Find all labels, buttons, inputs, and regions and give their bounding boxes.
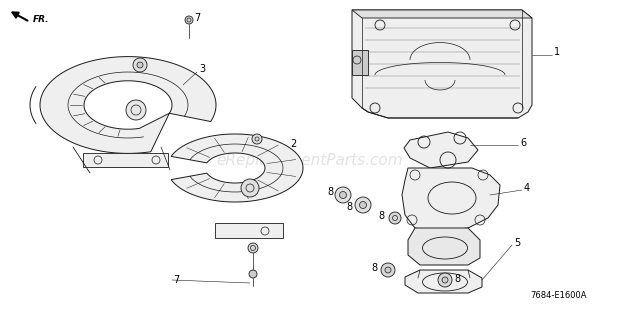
Ellipse shape — [241, 179, 259, 197]
Polygon shape — [40, 57, 216, 153]
Polygon shape — [404, 132, 478, 168]
Ellipse shape — [126, 100, 146, 120]
Polygon shape — [83, 153, 168, 167]
Text: 8: 8 — [371, 263, 377, 273]
Polygon shape — [408, 228, 480, 265]
Text: 8: 8 — [454, 274, 460, 284]
Ellipse shape — [442, 277, 448, 283]
Text: 1: 1 — [554, 47, 560, 57]
Polygon shape — [215, 223, 283, 238]
Text: 7684-E1600A: 7684-E1600A — [530, 290, 587, 299]
Ellipse shape — [252, 134, 262, 144]
Ellipse shape — [248, 243, 258, 253]
Ellipse shape — [137, 62, 143, 68]
Polygon shape — [402, 168, 500, 232]
Text: 8: 8 — [327, 187, 333, 197]
Ellipse shape — [133, 58, 147, 72]
Text: 5: 5 — [514, 238, 520, 248]
Text: 2: 2 — [290, 139, 296, 149]
Ellipse shape — [360, 201, 366, 209]
Ellipse shape — [185, 16, 193, 24]
Text: 4: 4 — [524, 183, 530, 193]
Text: 7: 7 — [194, 13, 200, 23]
Text: 3: 3 — [199, 64, 205, 74]
Polygon shape — [352, 10, 532, 118]
Text: 8: 8 — [378, 211, 384, 221]
Text: 6: 6 — [520, 138, 526, 148]
Polygon shape — [405, 270, 482, 293]
Polygon shape — [352, 50, 368, 75]
Polygon shape — [171, 134, 303, 202]
Ellipse shape — [381, 263, 395, 277]
Ellipse shape — [385, 267, 391, 273]
Ellipse shape — [335, 187, 351, 203]
Ellipse shape — [389, 212, 401, 224]
Text: 7: 7 — [173, 275, 179, 285]
Text: eReplacementParts.com: eReplacementParts.com — [216, 153, 404, 167]
Ellipse shape — [340, 192, 347, 198]
Text: 8: 8 — [346, 202, 352, 212]
Polygon shape — [352, 10, 532, 18]
Ellipse shape — [249, 270, 257, 278]
Ellipse shape — [438, 273, 452, 287]
Text: FR.: FR. — [33, 15, 50, 23]
Ellipse shape — [355, 197, 371, 213]
